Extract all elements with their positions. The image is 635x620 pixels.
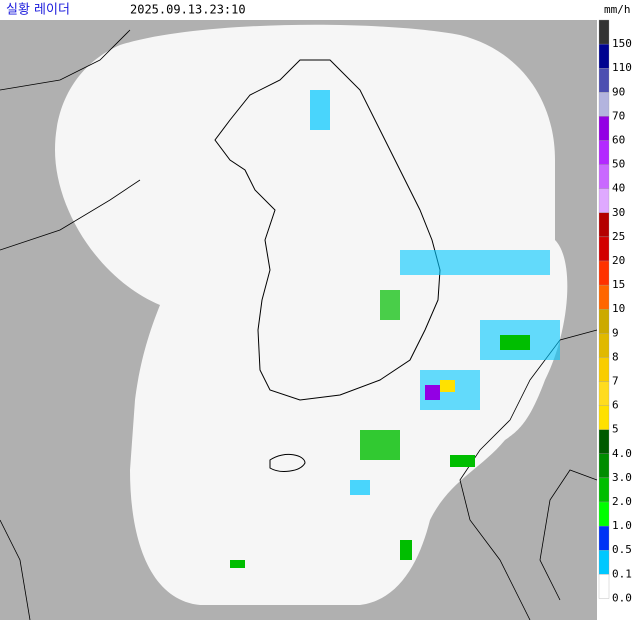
legend-label: 60 <box>612 134 625 147</box>
legend-swatch <box>598 357 610 382</box>
legend-label: 4.0 <box>612 447 632 460</box>
legend-swatch <box>598 309 610 334</box>
legend-label: 90 <box>612 85 625 98</box>
unit: mm/h <box>604 3 631 16</box>
island-coastline <box>269 453 306 472</box>
legend-label: 6 <box>612 399 619 412</box>
legend-label: 30 <box>612 206 625 219</box>
coastline <box>214 59 441 401</box>
legend-swatch <box>598 574 610 599</box>
legend-label: 2.0 <box>612 495 632 508</box>
legend-swatch <box>598 164 610 189</box>
legend-label: 110 <box>612 61 632 74</box>
legend-swatch <box>598 188 610 213</box>
legend-label: 50 <box>612 158 625 171</box>
legend-label: 0.0 <box>612 591 632 604</box>
legend-label: 5 <box>612 423 619 436</box>
legend-label: 1.0 <box>612 519 632 532</box>
legend-swatch <box>598 381 610 406</box>
legend-swatch <box>598 333 610 358</box>
title: 실황 레이더 <box>6 3 70 18</box>
coastline <box>0 29 141 620</box>
legend-swatch <box>598 525 610 551</box>
legend-label: 10 <box>612 302 625 315</box>
legend-swatch <box>598 260 610 286</box>
legend-label: 20 <box>612 254 625 267</box>
legend-label: 9 <box>612 326 619 339</box>
precipitation <box>230 90 560 568</box>
legend-swatch <box>598 140 610 165</box>
legend-swatch <box>598 550 610 575</box>
legend-label: 70 <box>612 109 625 122</box>
timestamp: 2025.09.13.23:10 <box>130 3 246 17</box>
legend-label: 40 <box>612 182 625 195</box>
legend-swatch <box>598 236 610 262</box>
radar-coverage <box>55 24 568 606</box>
legend-swatch <box>598 19 610 45</box>
legend-swatch <box>598 284 610 310</box>
legend-swatch <box>598 405 610 430</box>
legend-swatch <box>598 429 610 454</box>
legend-swatch <box>598 501 610 527</box>
legend-label: 0.1 <box>612 567 632 580</box>
legend-label: 150 <box>612 37 632 50</box>
legend-swatch <box>598 477 610 503</box>
legend-label: 25 <box>612 230 625 243</box>
legend-swatch <box>598 92 610 117</box>
legend-label: 3.0 <box>612 471 632 484</box>
legend-label: 8 <box>612 350 619 363</box>
legend-swatch <box>598 212 610 238</box>
legend-swatch <box>598 116 610 141</box>
legend-swatch <box>598 68 610 93</box>
legend-swatch <box>598 453 610 479</box>
legend-label: 0.5 <box>612 543 632 556</box>
legend-label: 7 <box>612 375 619 388</box>
legend-label: 15 <box>612 278 625 291</box>
legend-swatch <box>598 43 610 69</box>
